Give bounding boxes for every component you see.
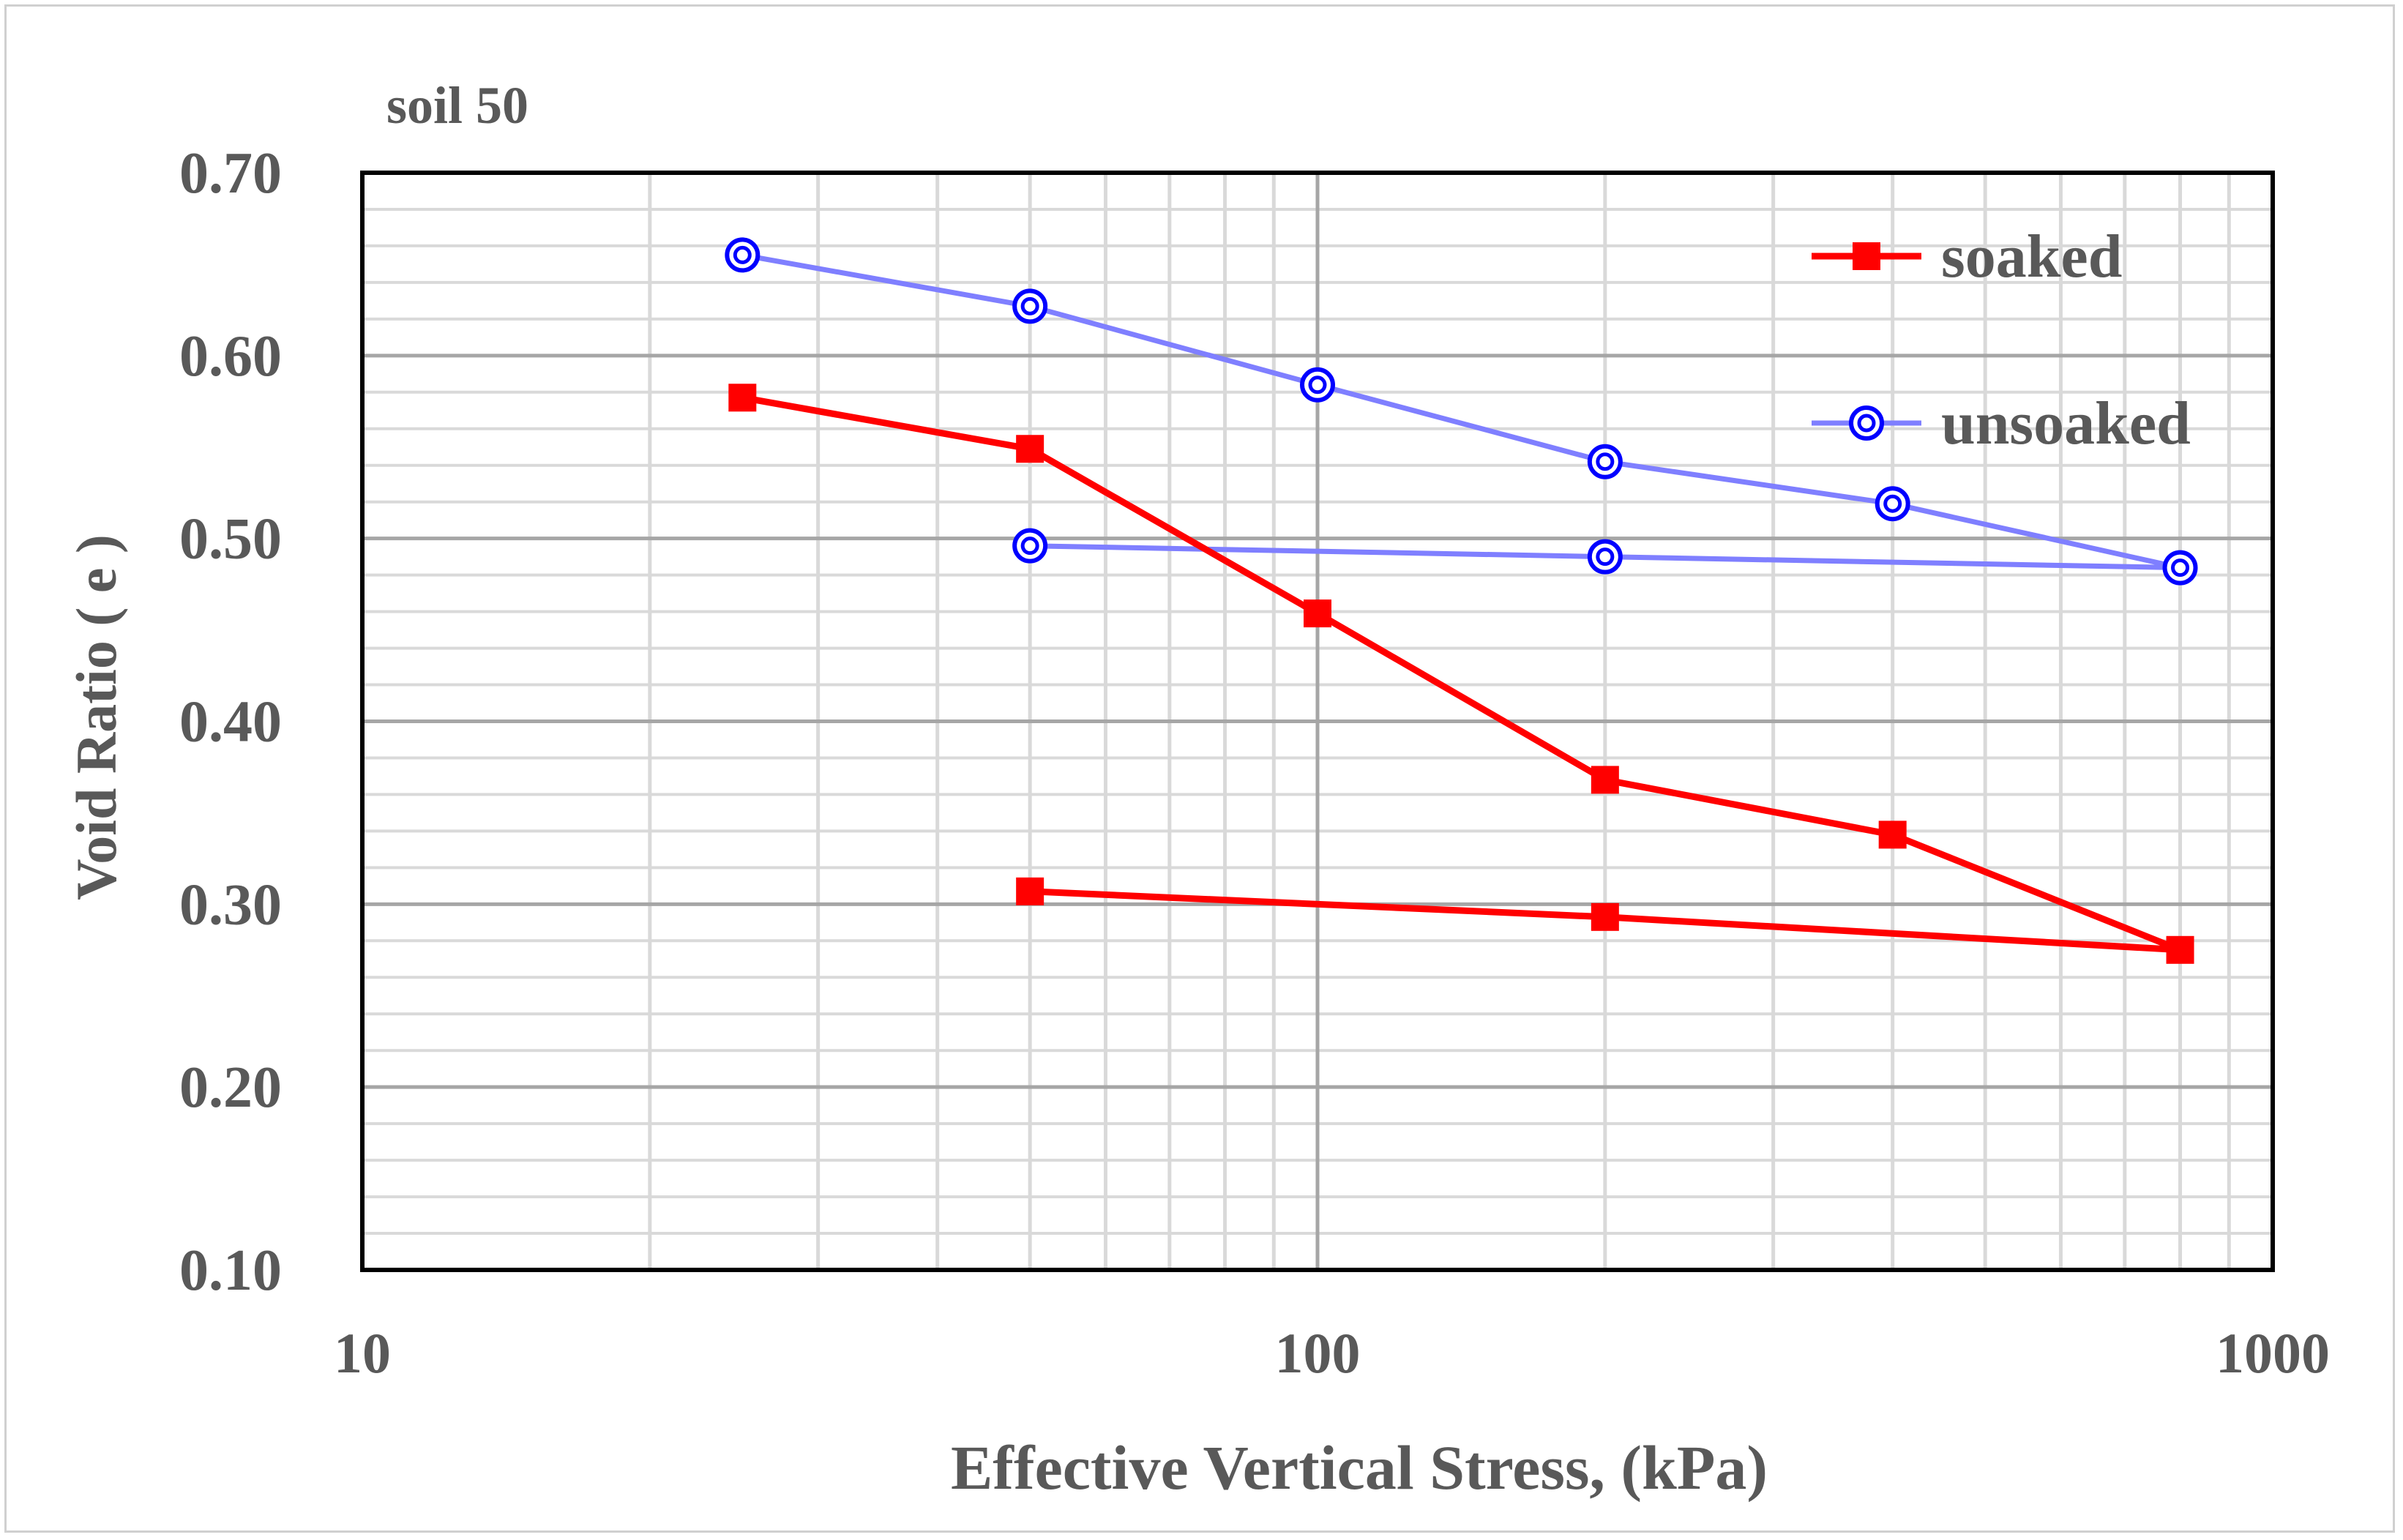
x-axis-label: Effective Vertical Stress, (kPa) (951, 1432, 1768, 1503)
data-point-soaked (1591, 766, 1619, 794)
data-point-unsoaked (725, 237, 760, 273)
data-point-unsoaked (1012, 288, 1048, 324)
data-point-soaked (728, 384, 757, 412)
y-tick-label: 0.20 (179, 1055, 282, 1120)
legend-marker-unsoaked (1849, 405, 1884, 441)
legend-label-soaked: soaked (1941, 223, 2122, 291)
y-tick-label: 0.60 (179, 324, 282, 389)
x-tick-label: 10 (334, 1321, 391, 1385)
data-point-unsoaked (2162, 550, 2198, 586)
data-point-soaked (1591, 902, 1619, 931)
data-point-unsoaked-inner (1596, 452, 1615, 471)
data-point-unsoaked-inner (1020, 296, 1039, 315)
legend-marker-unsoaked-inner (1857, 414, 1876, 433)
data-point-unsoaked-inner (1308, 375, 1327, 395)
data-point-unsoaked-inner (2171, 558, 2190, 578)
y-tick-label: 0.70 (179, 141, 282, 206)
x-tick-labels: 10 100 1000 (334, 1321, 2330, 1385)
data-point-unsoaked (1875, 486, 1910, 522)
data-point-unsoaked-inner (1883, 494, 1902, 513)
data-point-unsoaked (1587, 539, 1623, 575)
series-line-soaked (741, 394, 2183, 954)
data-point-soaked (1016, 435, 1044, 463)
legend-entry-soaked: soaked (1812, 223, 2122, 291)
legend-marker-soaked (1853, 242, 1880, 270)
series-unsoaked (725, 237, 2198, 586)
legend: soaked unsoaked (1812, 223, 2191, 457)
y-tick-label: 0.40 (179, 690, 282, 755)
chart-frame (4, 4, 2395, 1533)
y-tick-label: 0.30 (179, 872, 282, 937)
data-point-soaked (1304, 599, 1331, 628)
series-line-unsoaked (741, 252, 2183, 571)
y-tick-label: 0.10 (179, 1238, 282, 1303)
legend-entry-unsoaked: unsoaked (1812, 389, 2191, 457)
data-point-soaked (1878, 821, 1907, 849)
series-layer (725, 237, 2198, 964)
y-axis-label: Void Ratio ( e ) (64, 534, 128, 900)
y-tick-labels: 0.10 0.20 0.30 0.40 0.50 0.60 0.70 (179, 141, 282, 1303)
series-soaked (728, 384, 2194, 964)
data-point-unsoaked-inner (1596, 547, 1615, 567)
data-point-soaked (2166, 935, 2194, 964)
y-tick-label: 0.50 (179, 507, 282, 572)
data-point-unsoaked-inner (733, 245, 752, 264)
data-point-unsoaked (1012, 528, 1048, 564)
x-tick-label: 100 (1275, 1321, 1361, 1385)
data-point-soaked (1016, 877, 1044, 905)
chart-title: soil 50 (386, 76, 528, 135)
data-point-unsoaked (1300, 367, 1335, 403)
legend-label-unsoaked: unsoaked (1941, 389, 2191, 457)
data-point-unsoaked (1587, 444, 1623, 479)
data-point-unsoaked-inner (1020, 537, 1039, 556)
plot-area-border (360, 171, 2275, 1272)
x-tick-label: 1000 (2216, 1321, 2330, 1385)
